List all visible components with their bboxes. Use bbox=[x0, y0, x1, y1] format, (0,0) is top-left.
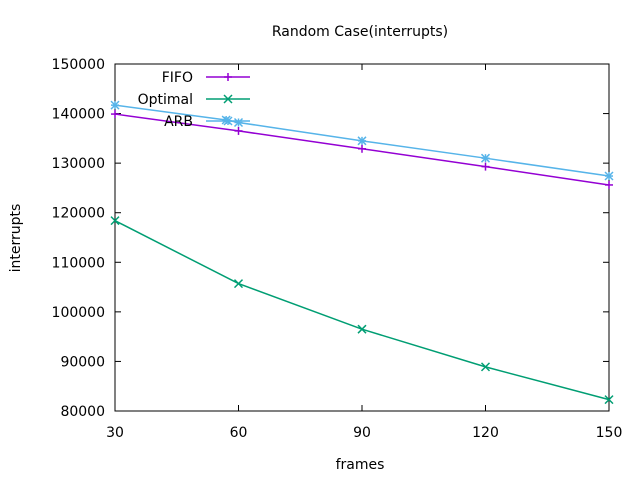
x-tick-label: 90 bbox=[353, 425, 371, 441]
x-tick-label: 30 bbox=[106, 425, 124, 441]
y-tick-label: 140000 bbox=[52, 107, 105, 123]
data-point-arb bbox=[357, 136, 367, 146]
data-point-arb bbox=[480, 153, 491, 163]
y-tick-label: 90000 bbox=[60, 354, 105, 370]
legend-label-optimal: Optimal bbox=[138, 92, 193, 108]
y-tick-label: 80000 bbox=[60, 404, 105, 420]
y-tick-label: 120000 bbox=[52, 206, 105, 222]
x-tick-label: 120 bbox=[472, 425, 499, 441]
legend-marker-arb bbox=[223, 116, 233, 126]
data-point-arb bbox=[233, 117, 244, 128]
series-line-optimal bbox=[114, 219, 610, 401]
data-point-optimal bbox=[233, 279, 244, 289]
series-group bbox=[110, 100, 614, 405]
data-point-fifo bbox=[605, 180, 613, 189]
x-tick-label: 60 bbox=[230, 425, 248, 441]
legend-label-fifo: FIFO bbox=[162, 70, 193, 86]
y-tick-label: 130000 bbox=[52, 156, 105, 172]
series-line-arb bbox=[114, 104, 610, 177]
data-point-optimal bbox=[110, 216, 120, 226]
data-point-fifo bbox=[358, 144, 366, 153]
data-point-optimal bbox=[480, 362, 491, 372]
y-tick-label: 100000 bbox=[52, 305, 105, 321]
x-tick-label: 150 bbox=[596, 425, 623, 441]
data-point-fifo bbox=[111, 110, 119, 119]
legend-label-arb: ARB bbox=[164, 114, 193, 130]
chart-title: Random Case(interrupts) bbox=[272, 24, 448, 40]
axis-ticks: 30 60 90 120 150 80000 90000 100000 110000 120000… bbox=[52, 57, 623, 441]
legend-marker-optimal bbox=[223, 94, 233, 104]
data-point-fifo bbox=[481, 162, 490, 171]
legend-marker-fifo bbox=[224, 73, 232, 81]
x-axis-label: frames bbox=[336, 457, 385, 473]
data-point-arb bbox=[604, 171, 614, 181]
y-axis-label: interrupts bbox=[8, 204, 24, 273]
data-point-optimal bbox=[357, 324, 367, 334]
data-point-optimal bbox=[604, 395, 614, 405]
data-point-fifo bbox=[234, 126, 243, 135]
legend: FIFO Optimal ARB bbox=[138, 70, 250, 130]
y-tick-label: 110000 bbox=[52, 255, 105, 271]
y-tick-label: 150000 bbox=[52, 57, 105, 73]
data-point-arb bbox=[110, 100, 120, 110]
